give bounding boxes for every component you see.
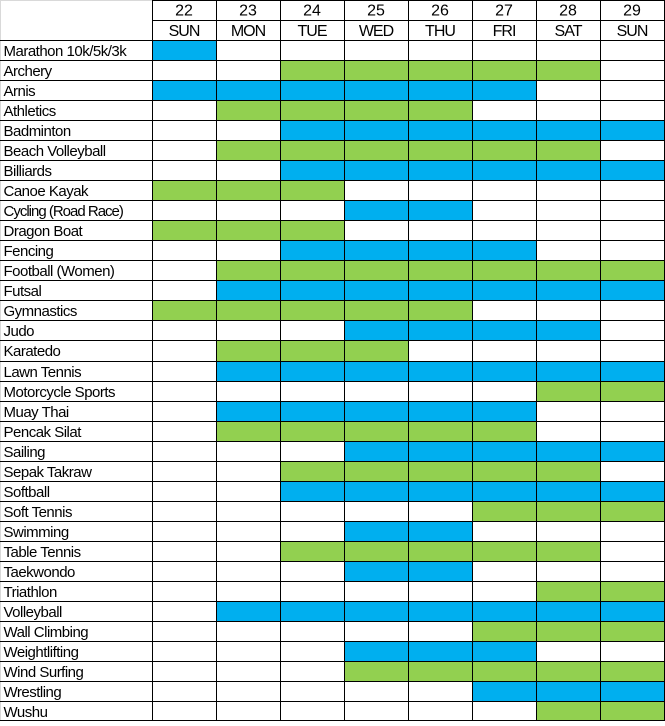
svg-text:Swimming: Swimming: [4, 524, 69, 541]
svg-text:Futsal: Futsal: [4, 283, 42, 300]
svg-text:Weightlifting: Weightlifting: [4, 644, 79, 661]
svg-text:Fencing: Fencing: [4, 243, 54, 260]
svg-text:Soft Tennis: Soft Tennis: [4, 504, 72, 521]
svg-text:Sepak Takraw: Sepak Takraw: [4, 464, 93, 481]
svg-text:26: 26: [431, 3, 449, 20]
svg-text:25: 25: [367, 3, 385, 20]
svg-text:Marathon 10k/5k/3k: Marathon 10k/5k/3k: [4, 43, 128, 60]
svg-text:24: 24: [303, 3, 321, 20]
svg-text:Triathlon: Triathlon: [4, 584, 57, 601]
svg-text:MON: MON: [231, 23, 266, 40]
svg-text:Softball: Softball: [4, 484, 50, 501]
svg-text:FRI: FRI: [493, 23, 516, 40]
svg-text:SUN: SUN: [617, 23, 648, 40]
svg-text:Lawn Tennis: Lawn Tennis: [4, 364, 82, 381]
svg-text:Beach Volleyball: Beach Volleyball: [4, 143, 106, 160]
svg-text:Table Tennis: Table Tennis: [4, 544, 81, 561]
svg-text:Sailing: Sailing: [4, 444, 46, 461]
svg-text:Athletics: Athletics: [4, 103, 56, 120]
svg-text:Billiards: Billiards: [4, 163, 52, 180]
svg-text:Dragon Boat: Dragon Boat: [4, 223, 84, 240]
svg-text:THU: THU: [425, 23, 455, 40]
svg-text:28: 28: [559, 3, 577, 20]
svg-text:Canoe Kayak: Canoe Kayak: [4, 183, 90, 200]
svg-text:Taekwondo: Taekwondo: [4, 564, 76, 581]
svg-text:Football (Women): Football (Women): [4, 263, 115, 280]
svg-text:Wind Surfing: Wind Surfing: [4, 664, 84, 681]
svg-text:SUN: SUN: [169, 23, 200, 40]
svg-text:Volleyball: Volleyball: [4, 604, 63, 621]
svg-text:23: 23: [239, 3, 257, 20]
svg-text:WED: WED: [359, 23, 394, 40]
svg-text:Wrestling: Wrestling: [4, 684, 62, 701]
svg-text:Karatedo: Karatedo: [4, 343, 61, 360]
svg-text:Judo: Judo: [4, 323, 35, 340]
svg-text:22: 22: [175, 3, 193, 20]
svg-text:SAT: SAT: [555, 23, 583, 40]
svg-text:Badminton: Badminton: [4, 123, 71, 140]
svg-text:Archery: Archery: [4, 63, 53, 80]
svg-text:Pencak Silat: Pencak Silat: [4, 424, 83, 441]
svg-text:29: 29: [623, 3, 641, 20]
svg-text:Wushu: Wushu: [4, 704, 48, 721]
svg-text:Gymnastics: Gymnastics: [4, 303, 77, 320]
svg-text:Cycling (Road Race): Cycling (Road Race): [4, 203, 124, 220]
svg-text:27: 27: [495, 3, 513, 20]
svg-text:Motorcycle Sports: Motorcycle Sports: [4, 384, 116, 401]
svg-text:TUE: TUE: [298, 23, 327, 40]
svg-text:Muay Thai: Muay Thai: [4, 404, 69, 421]
svg-text:Arnis: Arnis: [4, 83, 36, 100]
svg-text:Wall Climbing: Wall Climbing: [4, 624, 89, 641]
